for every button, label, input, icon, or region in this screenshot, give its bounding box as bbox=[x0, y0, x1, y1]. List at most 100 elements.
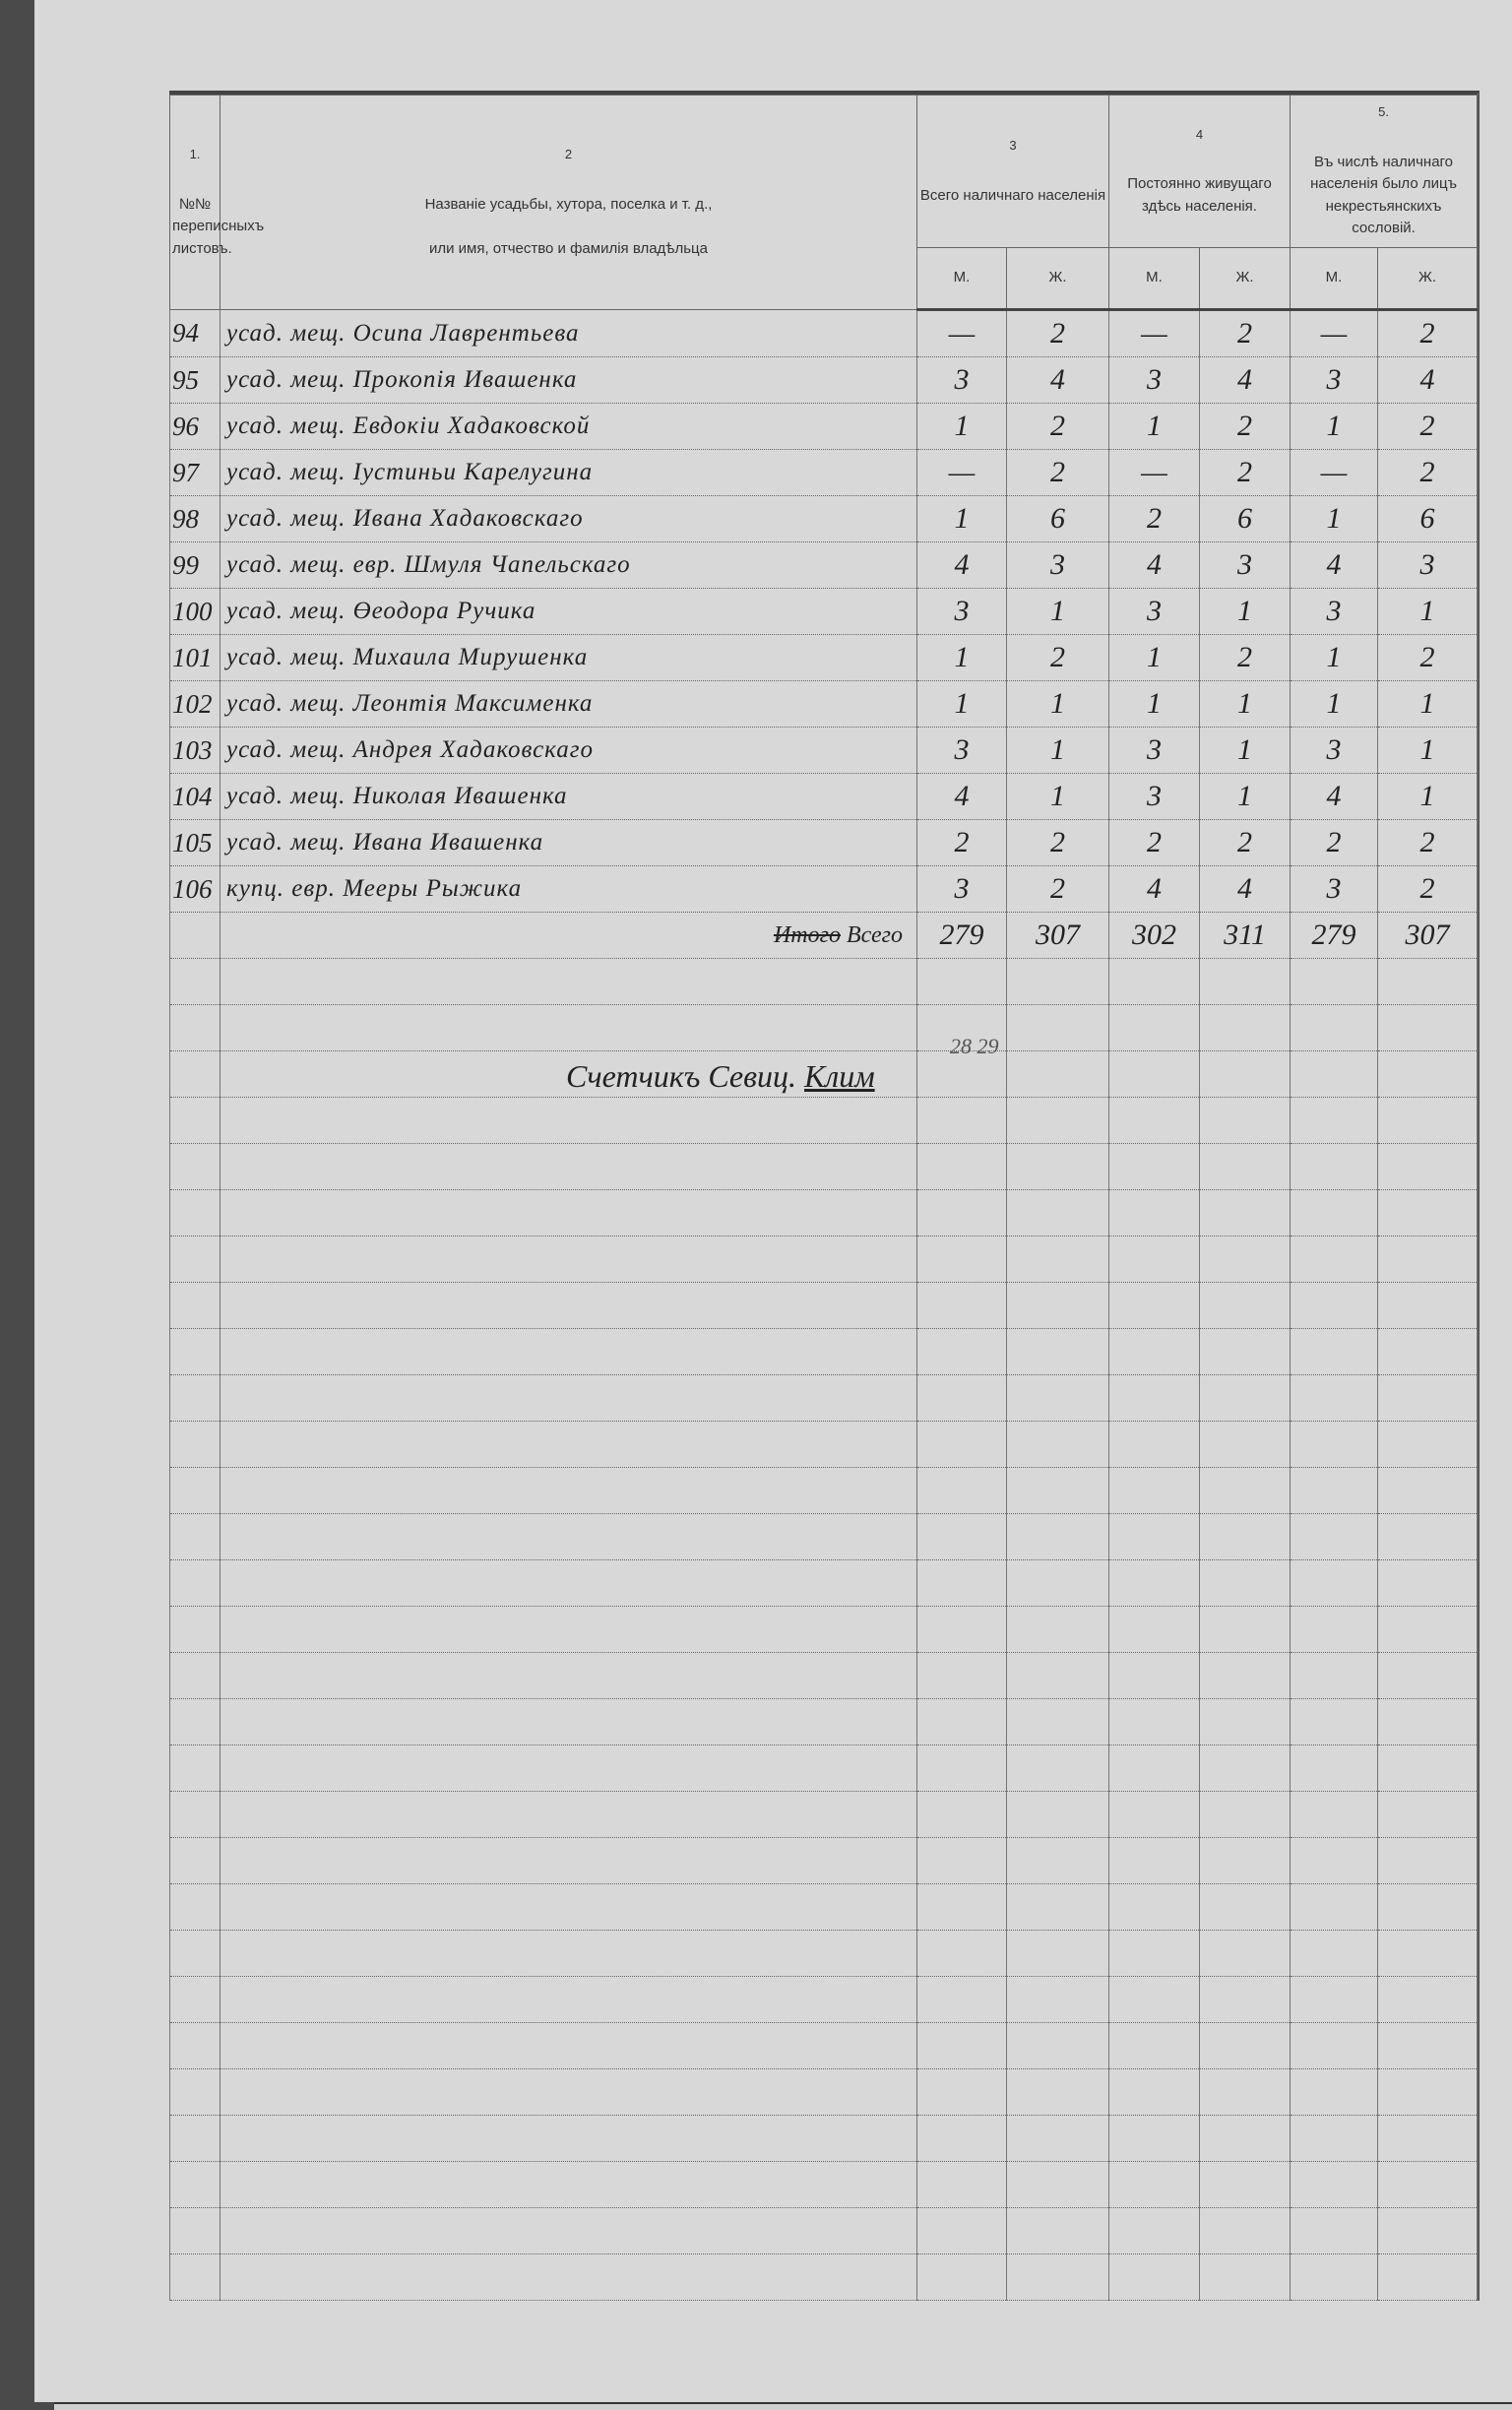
count-c3f: 2 bbox=[1006, 634, 1109, 681]
count-c3m: 1 bbox=[916, 495, 1007, 542]
count-c4f: 1 bbox=[1198, 680, 1292, 728]
count-c5f: 1 bbox=[1377, 773, 1479, 820]
empty-row bbox=[169, 1513, 1479, 1560]
empty-row bbox=[169, 2068, 1479, 2116]
header-col1: 1. №№ переписныхъ листовъ. bbox=[169, 95, 264, 310]
count-c3m: 3 bbox=[916, 727, 1007, 774]
count-c3m: 2 bbox=[916, 819, 1007, 866]
count-c3m: — bbox=[916, 449, 1007, 496]
sheet-number: 102 bbox=[169, 680, 220, 728]
count-c5m: 3 bbox=[1290, 356, 1379, 404]
empty-row bbox=[169, 1652, 1479, 1699]
count-c4m: 3 bbox=[1108, 588, 1200, 635]
count-c5f: 2 bbox=[1377, 819, 1479, 866]
count-c4m: 4 bbox=[1108, 541, 1200, 589]
count-c3m: 3 bbox=[916, 356, 1007, 404]
count-c4m: 4 bbox=[1108, 865, 1200, 913]
empty-row bbox=[169, 1374, 1479, 1422]
empty-row bbox=[169, 1004, 1479, 1051]
sheet-number: 97 bbox=[169, 449, 220, 496]
corrections-note: 28 29 bbox=[950, 1034, 999, 1058]
total-c4m: 302 bbox=[1108, 912, 1200, 959]
owner-name: усад. мещ. Леонтія Максименка bbox=[220, 680, 917, 728]
header-zh: Ж. bbox=[1377, 247, 1479, 311]
count-c4f: 3 bbox=[1198, 541, 1292, 589]
totals-label: Итого Всего bbox=[220, 912, 917, 959]
owner-name: усад. мещ. Осипа Лаврентьева bbox=[220, 309, 917, 357]
owner-name: усад. мещ. Іустиньи Карелугина bbox=[220, 449, 917, 496]
count-c4m: 1 bbox=[1108, 634, 1200, 681]
header-col5: 5. Въ числѣ наличнаго населенія было лицъ… bbox=[1290, 95, 1479, 248]
count-c5f: 1 bbox=[1377, 727, 1479, 774]
empty-row bbox=[169, 1282, 1479, 1329]
empty-row bbox=[169, 1559, 1479, 1607]
count-c5m: 2 bbox=[1290, 819, 1379, 866]
header-m: М. bbox=[1108, 247, 1200, 311]
count-c5f: 2 bbox=[1377, 449, 1479, 496]
count-c3m: 1 bbox=[916, 680, 1007, 728]
count-c4f: 6 bbox=[1198, 495, 1292, 542]
count-c4m: 2 bbox=[1108, 495, 1200, 542]
empty-row bbox=[169, 1097, 1479, 1144]
table-row: 105 усад. мещ. Ивана Ивашенка 2 2 2 2 2 2 bbox=[169, 819, 1479, 866]
empty-row bbox=[169, 2207, 1479, 2254]
count-c5f: 2 bbox=[1377, 403, 1479, 450]
count-c5m: 1 bbox=[1290, 680, 1379, 728]
owner-name: усад. мещ. евр. Шмуля Чапельскаго bbox=[220, 541, 917, 589]
empty-row bbox=[169, 2161, 1479, 2208]
sheet-number: 100 bbox=[169, 588, 220, 635]
header-col3: 3 Всего наличнаго населенія bbox=[916, 95, 1109, 248]
count-c5f: 2 bbox=[1377, 634, 1479, 681]
totals-row: Итого Всего 279 307 302 311 279 307 bbox=[169, 912, 1479, 959]
count-c5f: 4 bbox=[1377, 356, 1479, 404]
sheet-number: 101 bbox=[169, 634, 220, 681]
empty-row bbox=[169, 1744, 1479, 1792]
count-c5f: 2 bbox=[1377, 309, 1479, 357]
empty-row bbox=[169, 1837, 1479, 1884]
count-c4f: 2 bbox=[1198, 449, 1292, 496]
count-c4f: 2 bbox=[1198, 309, 1292, 357]
owner-name: усад. мещ. Прокопія Ивашенка bbox=[220, 356, 917, 404]
sheet-number: 99 bbox=[169, 541, 220, 589]
owner-name: усад. мещ. Ивана Хадаковскаго bbox=[220, 495, 917, 542]
empty-row bbox=[169, 2253, 1479, 2301]
count-c5m: — bbox=[1290, 309, 1379, 357]
table-row: 95 усад. мещ. Прокопія Ивашенка 3 4 3 4 3 4 bbox=[169, 356, 1479, 404]
table-row: 101 усад. мещ. Михаила Мирушенка 1 2 1 2 1 2 bbox=[169, 634, 1479, 681]
empty-row bbox=[169, 1606, 1479, 1653]
count-c5m: 1 bbox=[1290, 403, 1379, 450]
enumerator-signature: Счетчикъ Севиц. Клим bbox=[566, 1058, 875, 1094]
count-c3m: 3 bbox=[916, 865, 1007, 913]
count-c3f: 2 bbox=[1006, 309, 1109, 357]
sheet-number: 94 bbox=[169, 309, 220, 357]
empty-row bbox=[169, 1143, 1479, 1190]
count-c3m: 1 bbox=[916, 403, 1007, 450]
count-c4m: 3 bbox=[1108, 356, 1200, 404]
count-c3f: 2 bbox=[1006, 449, 1109, 496]
count-c3f: 1 bbox=[1006, 680, 1109, 728]
empty-cell bbox=[169, 912, 220, 959]
count-c5m: 4 bbox=[1290, 773, 1379, 820]
empty-row bbox=[169, 1050, 1479, 1098]
empty-row bbox=[169, 1698, 1479, 1745]
empty-row bbox=[169, 2022, 1479, 2069]
count-c3f: 6 bbox=[1006, 495, 1109, 542]
owner-name: усад. мещ. Ивана Ивашенка bbox=[220, 819, 917, 866]
count-c4f: 4 bbox=[1198, 356, 1292, 404]
count-c3f: 2 bbox=[1006, 403, 1109, 450]
table-row: 103 усад. мещ. Андрея Хадаковскаго 3 1 3 1 3 1 bbox=[169, 727, 1479, 774]
empty-row bbox=[169, 1467, 1479, 1514]
table-row: 104 усад. мещ. Николая Ивашенка 4 1 3 1 4 1 bbox=[169, 773, 1479, 820]
header-m: М. bbox=[916, 247, 1007, 311]
count-c4m: 3 bbox=[1108, 727, 1200, 774]
count-c3m: 4 bbox=[916, 541, 1007, 589]
sheet-number: 95 bbox=[169, 356, 220, 404]
count-c4m: — bbox=[1108, 449, 1200, 496]
sheet-number: 103 bbox=[169, 727, 220, 774]
count-c5m: 3 bbox=[1290, 588, 1379, 635]
header-m: М. bbox=[1290, 247, 1379, 311]
sheet-number: 104 bbox=[169, 773, 220, 820]
empty-row bbox=[169, 958, 1479, 1005]
count-c5f: 2 bbox=[1377, 865, 1479, 913]
count-c3f: 2 bbox=[1006, 819, 1109, 866]
